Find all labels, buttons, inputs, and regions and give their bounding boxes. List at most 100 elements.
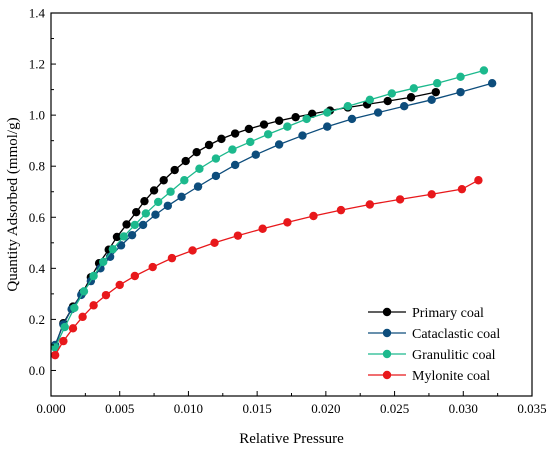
y-axis-title: Quantity Adsorbed (mmol/g)	[5, 117, 21, 291]
data-point	[89, 271, 98, 281]
x-tick-label: 0.015	[243, 401, 272, 416]
data-point	[387, 89, 397, 98]
data-point	[365, 95, 375, 105]
data-point	[204, 140, 214, 150]
data-point	[180, 176, 189, 185]
data-point	[119, 232, 129, 241]
data-point	[188, 246, 197, 255]
data-point	[233, 231, 243, 240]
data-point	[148, 262, 157, 272]
legend-item: Mylonite coal	[368, 369, 490, 384]
data-point	[406, 93, 416, 102]
y-tick-label: 0.0	[29, 363, 45, 378]
series-line	[54, 69, 485, 348]
data-point	[177, 192, 186, 202]
data-point	[151, 210, 160, 219]
data-point	[409, 84, 419, 93]
legend-marker	[382, 307, 392, 317]
data-point	[479, 66, 489, 75]
axes: 0.000 0.005 0.010 0.015 0.020 0.025 0.030 0.035…	[29, 6, 547, 417]
data-point	[427, 190, 436, 199]
data-point	[259, 120, 269, 129]
data-point	[373, 108, 383, 117]
x-tick-label: 0.010	[174, 401, 203, 416]
data-point	[166, 187, 175, 196]
data-point	[127, 230, 137, 240]
data-point	[170, 165, 179, 175]
data-point	[130, 220, 140, 230]
data-point	[210, 238, 219, 247]
data-point	[112, 232, 122, 242]
data-point	[132, 207, 141, 217]
data-point	[181, 156, 190, 166]
x-tick-label: 0.035	[517, 401, 546, 416]
y-tick-label: 1.2	[29, 57, 45, 72]
legend-item: Primary coal	[368, 306, 484, 321]
y-tick-label: 1.0	[29, 108, 45, 123]
data-point	[274, 140, 284, 149]
legend-item: Granulitic coal	[368, 348, 496, 363]
data-point	[302, 114, 311, 124]
data-point	[153, 197, 163, 207]
y-tick-label: 0.6	[29, 210, 46, 225]
data-point	[78, 312, 87, 322]
y-tick-label: 0.8	[29, 159, 45, 174]
legend-label: Granulitic coal	[412, 348, 496, 363]
data-point	[298, 131, 307, 140]
data-point	[116, 241, 126, 250]
data-point	[456, 87, 465, 97]
series-line	[54, 179, 479, 356]
data-point	[99, 257, 108, 267]
data-point	[89, 301, 98, 310]
data-point	[251, 150, 260, 159]
data-point	[291, 112, 300, 122]
legend: Primary coal Cataclastic coal Granulitic c…	[368, 306, 500, 384]
data-point	[456, 72, 465, 82]
data-point	[108, 244, 118, 254]
data-point	[163, 201, 173, 210]
data-point	[195, 164, 204, 173]
series-3	[50, 176, 483, 360]
legend-marker	[382, 370, 392, 380]
x-tick-label: 0.005	[105, 401, 134, 416]
data-point	[431, 87, 440, 97]
data-point	[101, 290, 111, 300]
data-point	[399, 102, 409, 111]
data-point	[432, 79, 442, 88]
data-point	[347, 114, 357, 124]
data-point	[141, 209, 151, 218]
data-point	[323, 108, 332, 117]
data-point	[140, 196, 149, 206]
data-point	[365, 200, 375, 209]
legend-item: Cataclastic coal	[368, 327, 500, 342]
x-tick-label: 0.020	[311, 401, 340, 416]
x-tick-label: 0.030	[449, 401, 478, 416]
data-point	[159, 176, 168, 185]
data-point	[149, 186, 159, 195]
x-tick-label: 0.000	[36, 401, 65, 416]
data-point	[230, 129, 240, 138]
x-axis-title: Relative Pressure	[239, 431, 344, 447]
legend-label: Cataclastic coal	[412, 327, 500, 342]
data-point	[336, 205, 346, 215]
data-point	[59, 336, 68, 346]
data-point	[217, 134, 226, 144]
data-point	[263, 130, 273, 139]
y-tick-label: 0.4	[29, 261, 46, 276]
data-point	[70, 303, 79, 313]
data-point	[246, 137, 255, 147]
data-point	[138, 220, 148, 230]
data-point	[192, 147, 201, 157]
data-point	[211, 171, 221, 181]
data-point	[60, 322, 69, 332]
data-point	[193, 182, 203, 191]
data-point	[258, 224, 267, 233]
data-point	[96, 264, 105, 273]
y-tick-label: 1.4	[29, 6, 46, 21]
data-point	[211, 154, 221, 163]
data-point	[395, 195, 405, 204]
data-point	[228, 145, 237, 154]
data-point	[427, 95, 436, 105]
series-2	[50, 66, 489, 352]
